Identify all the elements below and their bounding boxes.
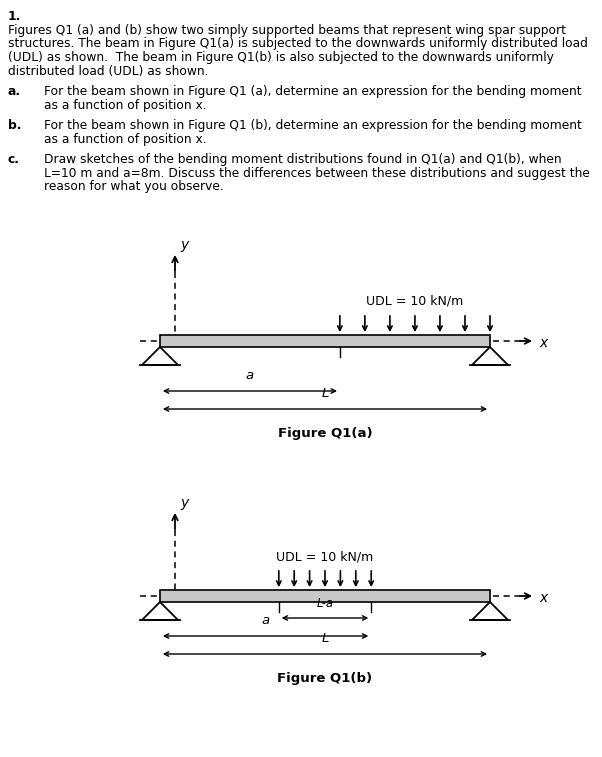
Bar [160,335,490,347]
Text: as a function of position x.: as a function of position x. [44,132,206,145]
Text: UDL = 10 kN/m: UDL = 10 kN/m [366,295,464,308]
Text: For the beam shown in Figure Q1 (b), determine an expression for the bending mom: For the beam shown in Figure Q1 (b), det… [44,119,582,132]
Text: x: x [539,336,547,350]
Text: y: y [180,238,188,252]
Text: x: x [539,591,547,605]
Text: L-a: L-a [317,597,334,610]
Text: (UDL) as shown.  The beam in Figure Q1(b) is also subjected to the downwards uni: (UDL) as shown. The beam in Figure Q1(b)… [8,51,554,64]
Bar [160,590,490,602]
Polygon shape [142,347,178,365]
Text: b.: b. [8,119,22,132]
Text: L: L [321,387,329,400]
Text: For the beam shown in Figure Q1 (a), determine an expression for the bending mom: For the beam shown in Figure Q1 (a), det… [44,85,582,98]
Text: c.: c. [8,153,20,166]
Text: a.: a. [8,85,21,98]
Text: structures. The beam in Figure Q1(a) is subjected to the downwards uniformly dis: structures. The beam in Figure Q1(a) is … [8,38,588,51]
Text: L=10 m and a=8m. Discuss the differences between these distributions and suggest: L=10 m and a=8m. Discuss the differences… [44,167,590,179]
Text: a: a [261,614,270,627]
Text: distributed load (UDL) as shown.: distributed load (UDL) as shown. [8,64,208,77]
Text: a: a [246,369,254,382]
Text: Figures Q1 (a) and (b) show two simply supported beams that represent wing spar : Figures Q1 (a) and (b) show two simply s… [8,24,566,37]
Text: y: y [180,496,188,510]
Text: Figure Q1(a): Figure Q1(a) [278,427,372,440]
Text: L: L [321,632,329,645]
Polygon shape [472,347,508,365]
Polygon shape [142,602,178,620]
Text: Figure Q1(b): Figure Q1(b) [278,672,373,685]
Text: Draw sketches of the bending moment distributions found in Q1(a) and Q1(b), when: Draw sketches of the bending moment dist… [44,153,562,166]
Polygon shape [472,602,508,620]
Text: reason for what you observe.: reason for what you observe. [44,180,224,193]
Text: 1.: 1. [8,10,22,23]
Text: as a function of position x.: as a function of position x. [44,98,206,111]
Text: UDL = 10 kN/m: UDL = 10 kN/m [276,550,374,563]
